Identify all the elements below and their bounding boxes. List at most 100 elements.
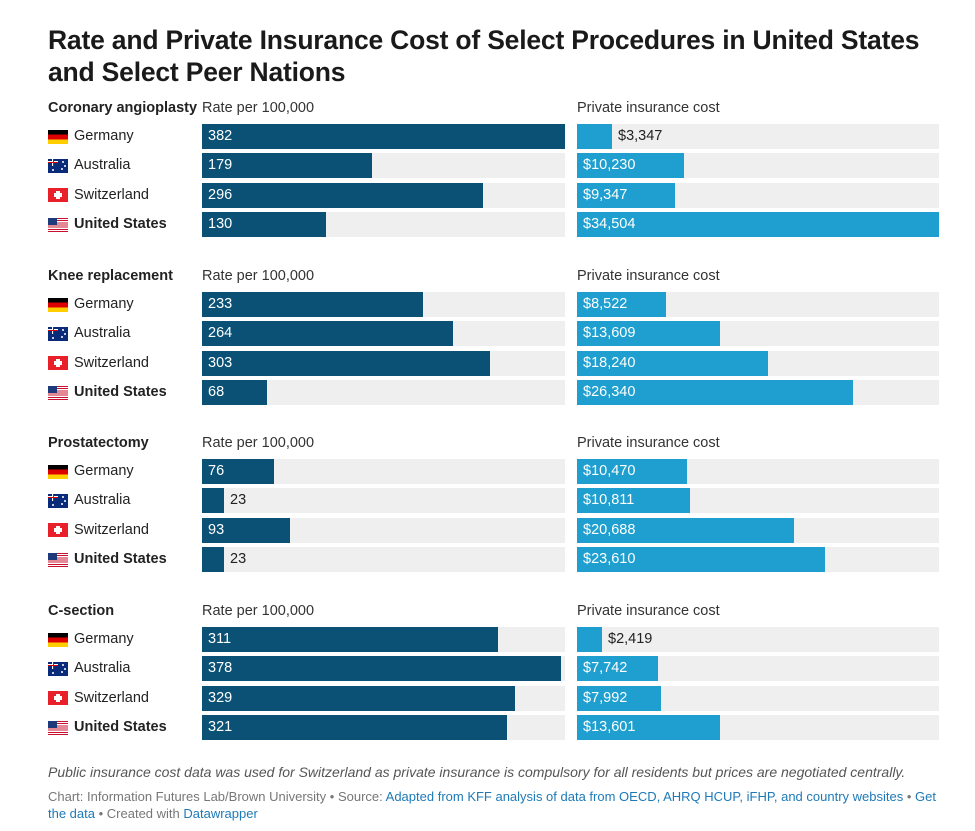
- cost-bar-track: $10,230: [577, 153, 939, 179]
- cost-bar: [577, 547, 825, 573]
- australia-flag-icon: [48, 661, 68, 676]
- country-name: Germany: [74, 128, 134, 144]
- rate-value-label: 303: [208, 354, 233, 371]
- cost-value-label: $2,419: [608, 631, 653, 647]
- country-label: Switzerland: [48, 518, 149, 543]
- cost-bar: [577, 715, 720, 741]
- cost-bar-track: $23,610: [577, 547, 939, 573]
- cost-bar-track: $26,340: [577, 380, 939, 406]
- rate-value-label: 76: [208, 463, 225, 479]
- section-title-prostatectomy: Prostatectomy: [48, 435, 149, 451]
- cost-bar-track: $10,470: [577, 459, 939, 484]
- rate-bar: [202, 153, 372, 179]
- switzerland-flag-icon: [48, 188, 68, 203]
- cost-column-header: Private insurance cost: [577, 435, 720, 451]
- rate-bar-track: 76: [202, 459, 565, 484]
- rate-value-label: 23: [230, 551, 247, 568]
- country-name: Australia: [74, 325, 131, 342]
- source-link[interactable]: Adapted from KFF analysis of data from O…: [385, 789, 904, 804]
- country-label: Germany: [48, 459, 134, 484]
- country-name: Australia: [74, 157, 131, 174]
- country-name: United States: [74, 551, 167, 568]
- rate-bar: [202, 380, 267, 406]
- rate-bar-track: 382: [202, 124, 565, 149]
- rate-value-label: 130: [208, 216, 233, 233]
- country-name: United States: [74, 216, 167, 233]
- rate-value-label: 296: [208, 186, 233, 203]
- rate-value-label: 329: [208, 689, 233, 706]
- section-title-c-section: C-section: [48, 603, 115, 619]
- germany-flag-icon: [48, 632, 68, 647]
- cost-bar: [577, 212, 939, 238]
- cost-bar: [577, 182, 675, 208]
- australia-flag-icon: [48, 493, 68, 508]
- rate-bar: [202, 124, 565, 149]
- cost-value-label: $9,347: [583, 186, 628, 203]
- country-name: United States: [74, 384, 167, 401]
- country-label: Germany: [48, 627, 134, 652]
- rate-value-label: 23: [230, 492, 247, 509]
- rate-bar-track: 130: [202, 212, 565, 238]
- rate-bar: [202, 182, 483, 208]
- cost-value-label: $26,340: [583, 384, 636, 401]
- rate-bar-track: 93: [202, 517, 565, 543]
- rate-column-header: Rate per 100,000: [202, 268, 315, 284]
- country-label: Switzerland: [48, 686, 149, 711]
- rate-bar: [202, 212, 326, 238]
- country-name: United States: [74, 719, 167, 736]
- country-label: United States: [48, 380, 167, 405]
- credits: Chart: Information Futures Lab/Brown Uni…: [48, 788, 948, 822]
- united-states-flag-icon: [48, 217, 68, 232]
- cost-value-label: $20,688: [583, 521, 636, 538]
- cost-bar-track: $34,504: [577, 212, 939, 238]
- united-states-flag-icon: [48, 385, 68, 400]
- rate-bar-track: 23: [202, 547, 565, 573]
- country-label: Germany: [48, 292, 134, 317]
- rate-bar: [202, 656, 561, 682]
- rate-bar: [202, 547, 224, 573]
- rate-bar-track: 321: [202, 715, 565, 741]
- cost-value-label: $34,504: [583, 216, 636, 233]
- cost-bar-track: $7,992: [577, 685, 939, 711]
- rate-bar-track: 264: [202, 321, 565, 347]
- country-name: Switzerland: [74, 186, 149, 203]
- rate-value-label: 382: [208, 128, 233, 144]
- country-label: Australia: [48, 656, 130, 681]
- rate-value-label: 93: [208, 521, 225, 538]
- country-label: Germany: [48, 124, 134, 149]
- cost-bar-track: $9,347: [577, 182, 939, 208]
- country-name: Australia: [74, 660, 131, 677]
- rate-value-label: 321: [208, 719, 233, 736]
- cost-value-label: $13,601: [583, 719, 636, 736]
- rate-value-label: 311: [208, 631, 232, 647]
- cost-column-header: Private insurance cost: [577, 603, 720, 619]
- rate-bar: [202, 488, 224, 514]
- rate-bar: [202, 517, 290, 543]
- cost-value-label: $10,811: [583, 492, 635, 509]
- cost-column-header: Private insurance cost: [577, 268, 720, 284]
- switzerland-flag-icon: [48, 523, 68, 538]
- rate-bar: [202, 459, 274, 484]
- rate-value-label: 378: [208, 660, 233, 677]
- chart-title: Rate and Private Insurance Cost of Selec…: [48, 25, 920, 87]
- rate-bar-track: 23: [202, 488, 565, 514]
- australia-flag-icon: [48, 158, 68, 173]
- country-label: United States: [48, 212, 167, 237]
- cost-bar: [577, 685, 661, 711]
- rate-bar-track: 179: [202, 153, 565, 179]
- country-name: Australia: [74, 492, 131, 509]
- united-states-flag-icon: [48, 720, 68, 735]
- get-the-data-link[interactable]: Get the data: [48, 789, 936, 821]
- country-label: Australia: [48, 321, 130, 346]
- rate-bar: [202, 350, 490, 376]
- datawrapper-link[interactable]: Datawrapper: [183, 806, 258, 821]
- country-name: Germany: [74, 631, 134, 647]
- cost-bar-track: $18,240: [577, 350, 939, 376]
- rate-column-header: Rate per 100,000: [202, 100, 315, 116]
- cost-bar: [577, 656, 658, 682]
- cost-bar-track: $7,742: [577, 656, 939, 682]
- rate-bar-track: 233: [202, 292, 565, 317]
- rate-bar-track: 296: [202, 182, 565, 208]
- rate-bar-track: 378: [202, 656, 565, 682]
- rate-bar: [202, 321, 453, 347]
